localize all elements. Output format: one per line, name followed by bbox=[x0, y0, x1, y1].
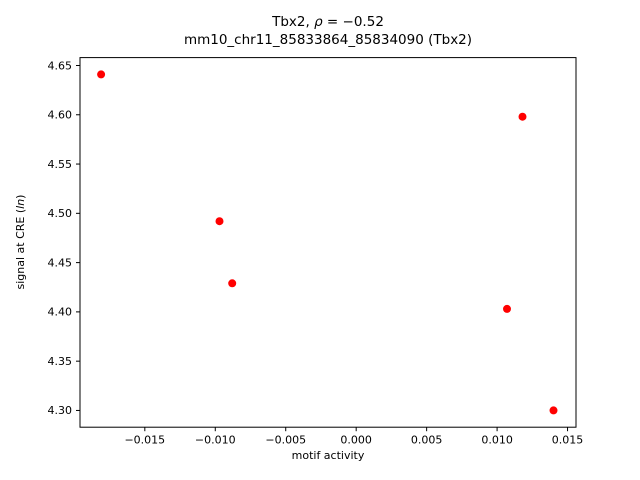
x-tick-label: 0.010 bbox=[481, 434, 513, 447]
chart-title: Tbx2, ρ = −0.52 mm10_chr11_85833864_8583… bbox=[80, 13, 576, 49]
data-point bbox=[549, 406, 558, 415]
data-point bbox=[97, 70, 106, 79]
y-tick-label: 4.30 bbox=[48, 404, 73, 417]
x-tick-label: 0.000 bbox=[340, 434, 372, 447]
chart-subtitle: mm10_chr11_85833864_85834090 (Tbx2) bbox=[183, 32, 473, 49]
title-suffix: = −0.52 bbox=[322, 14, 384, 30]
plot-border bbox=[79, 57, 577, 428]
y-tick-label: 4.40 bbox=[48, 306, 73, 319]
chart-title-line1: Tbx2, ρ = −0.52 bbox=[80, 13, 576, 31]
y-tick-label: 4.65 bbox=[48, 59, 73, 72]
data-point bbox=[503, 304, 511, 313]
title-prefix: Tbx2, bbox=[272, 14, 315, 30]
x-tick-label: −0.005 bbox=[265, 434, 306, 447]
x-tick-label: −0.015 bbox=[124, 434, 165, 447]
data-point bbox=[215, 217, 224, 226]
x-tick-label: 0.005 bbox=[411, 434, 443, 447]
y-tick-label: 4.60 bbox=[48, 109, 73, 122]
y-tick-label: 4.50 bbox=[48, 207, 73, 220]
x-tick-label: 0.015 bbox=[552, 434, 584, 447]
x-axis-label: motif activity bbox=[291, 449, 365, 462]
data-point bbox=[228, 279, 237, 288]
x-tick-label: −0.010 bbox=[195, 434, 236, 447]
y-tick-label: 4.35 bbox=[48, 355, 73, 368]
data-point bbox=[518, 112, 527, 121]
y-tick-label: 4.45 bbox=[48, 256, 73, 269]
y-tick-label: 4.55 bbox=[48, 158, 73, 171]
title-rho-symbol: ρ bbox=[314, 14, 323, 30]
